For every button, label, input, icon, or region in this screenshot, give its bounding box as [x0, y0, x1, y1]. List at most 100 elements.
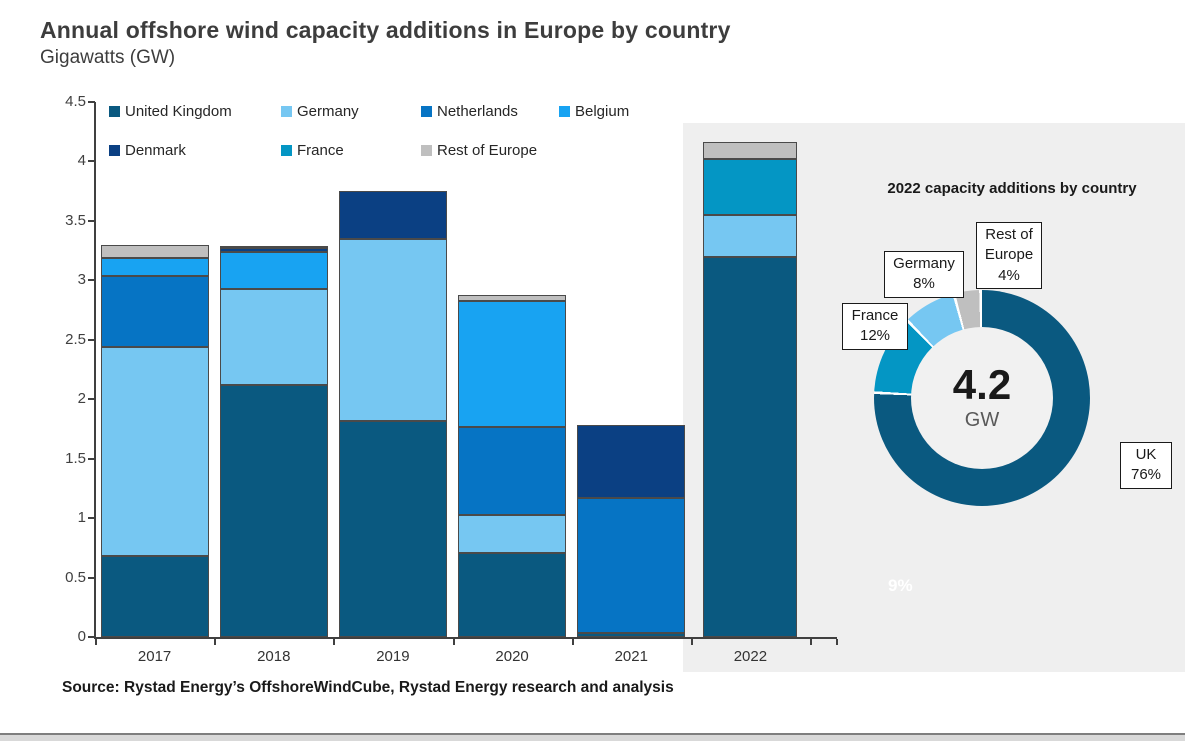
y-tick [88, 279, 95, 282]
callout-roe-name: Rest of Europe [984, 226, 1034, 264]
legend-item-denmark: Denmark [109, 142, 186, 159]
legend-label-belgium: Belgium [575, 103, 630, 120]
legend-swatch-rest-of-europe [421, 145, 432, 156]
x-axis-label-2017: 2017 [137, 648, 172, 665]
x-tick [333, 639, 336, 645]
y-tick-label: 2 [77, 390, 86, 408]
x-axis-label-2019: 2019 [376, 648, 410, 665]
y-tick-label: 3.5 [65, 211, 86, 229]
x-axis-label-2020: 2020 [495, 648, 529, 665]
legend-swatch-france [281, 145, 292, 156]
y-tick [88, 338, 95, 341]
legend-item-germany: Germany [281, 103, 359, 120]
y-tick [88, 398, 95, 401]
legend-label-france: France [297, 142, 344, 159]
y-tick-label: 0 [77, 628, 86, 645]
bar-segment-2018-belgium [219, 251, 328, 289]
y-tick [88, 576, 95, 579]
bar-segment-2018-denmark [219, 248, 328, 252]
y-tick-label: 4 [77, 152, 86, 170]
y-tick-label: 3 [77, 271, 86, 289]
legend-swatch-netherlands [421, 106, 432, 117]
callout-france: France 12% [842, 303, 908, 350]
bar-segment-2019-germany [338, 238, 447, 421]
callout-uk-name: UK [1135, 446, 1157, 463]
x-tick [214, 639, 217, 645]
legend-label-germany: Germany [297, 103, 359, 120]
x-axis-label-2021: 2021 [614, 648, 648, 665]
bar-segment-2019-united-kingdom [338, 420, 447, 637]
legend-item-netherlands: Netherlands [421, 103, 518, 120]
bar-segment-2020-belgium [458, 300, 567, 427]
y-tick [88, 160, 95, 163]
bar-segment-2018-united-kingdom [219, 384, 328, 637]
stray-percent-label: 9% [888, 576, 913, 595]
bar-segment-2019-denmark [338, 191, 447, 239]
legend-swatch-denmark [109, 145, 120, 156]
donut-title: 2022 capacity additions by country [887, 180, 1137, 197]
y-tick-label: 1 [77, 509, 86, 527]
bar-segment-2020-rest-of-europe [458, 294, 567, 301]
x-tick [836, 639, 838, 645]
bar-segment-2020-united-kingdom [458, 552, 567, 637]
bar-segment-2022-united-kingdom [703, 256, 798, 637]
y-tick-label: 1.5 [65, 449, 86, 467]
callout-france-name: France [851, 307, 899, 324]
bar-segment-2020-netherlands [458, 426, 567, 515]
bar-segment-2022-rest-of-europe [703, 142, 798, 160]
bar-segment-2018-rest-of-europe [219, 245, 328, 249]
callout-rest-of-europe: Rest of Europe 4% [976, 222, 1042, 289]
donut-hole [911, 327, 1053, 469]
bar-segment-2022-germany [703, 214, 798, 257]
bar-segment-2021-netherlands [577, 497, 686, 634]
callout-france-pct: 12% [859, 327, 891, 345]
legend-swatch-united-kingdom [109, 106, 120, 117]
bar-segment-2020-germany [458, 514, 567, 553]
y-tick-label: 4.5 [65, 93, 86, 110]
y-tick [88, 517, 95, 520]
bar-segment-2021-united-kingdom [577, 633, 686, 637]
x-tick [571, 639, 574, 645]
bar-segment-2017-germany [100, 346, 209, 557]
page-title: Annual offshore wind capacity additions … [40, 17, 731, 43]
y-tick [88, 101, 95, 103]
bar-segment-2022-france [703, 159, 798, 215]
callout-germany-name: Germany [893, 255, 955, 272]
donut-center-unit: GW [964, 409, 1000, 432]
y-tick-label: 2.5 [65, 330, 86, 348]
donut-center-value: 4.2 [952, 361, 1012, 408]
bar-segment-2018-germany [219, 288, 328, 385]
bar-segment-2017-united-kingdom [100, 556, 209, 637]
y-axis [94, 102, 96, 639]
legend-item-france: France [281, 142, 344, 159]
y-tick-label: 0.5 [65, 568, 86, 586]
legend-item-belgium: Belgium [559, 103, 629, 120]
legend-swatch-germany [281, 106, 292, 117]
callout-uk: UK 76% [1120, 442, 1172, 489]
y-tick [88, 636, 95, 638]
x-tick [95, 639, 97, 645]
x-axis-label-2022: 2022 [733, 648, 768, 665]
donut-center-label: 4.2 GW [902, 361, 1062, 432]
legend-label-rest-of-europe: Rest of Europe [437, 142, 538, 159]
x-tick [452, 639, 455, 645]
x-axis [95, 637, 837, 639]
callout-germany-pct: 8% [913, 275, 935, 293]
x-axis-label-2018: 2018 [257, 648, 291, 665]
y-tick [88, 219, 95, 222]
bar-segment-2017-rest-of-europe [100, 244, 209, 258]
callout-uk-pct: 76% [1130, 466, 1162, 484]
legend-swatch-belgium [559, 106, 570, 117]
y-tick [88, 457, 95, 460]
x-tick [690, 639, 693, 645]
page-subtitle: Gigawatts (GW) [40, 47, 176, 68]
legend-label-denmark: Denmark [125, 142, 186, 159]
bar-segment-2017-belgium [100, 257, 209, 276]
legend-item-rest-of-europe: Rest of Europe [421, 142, 537, 159]
bottom-divider [0, 733, 1185, 741]
legend-label-united-kingdom: United Kingdom [125, 103, 232, 120]
bar-segment-2017-netherlands [100, 275, 209, 347]
source-line: Source: Rystad Energy’s OffshoreWindCube… [62, 679, 674, 696]
callout-germany: Germany 8% [884, 251, 964, 298]
